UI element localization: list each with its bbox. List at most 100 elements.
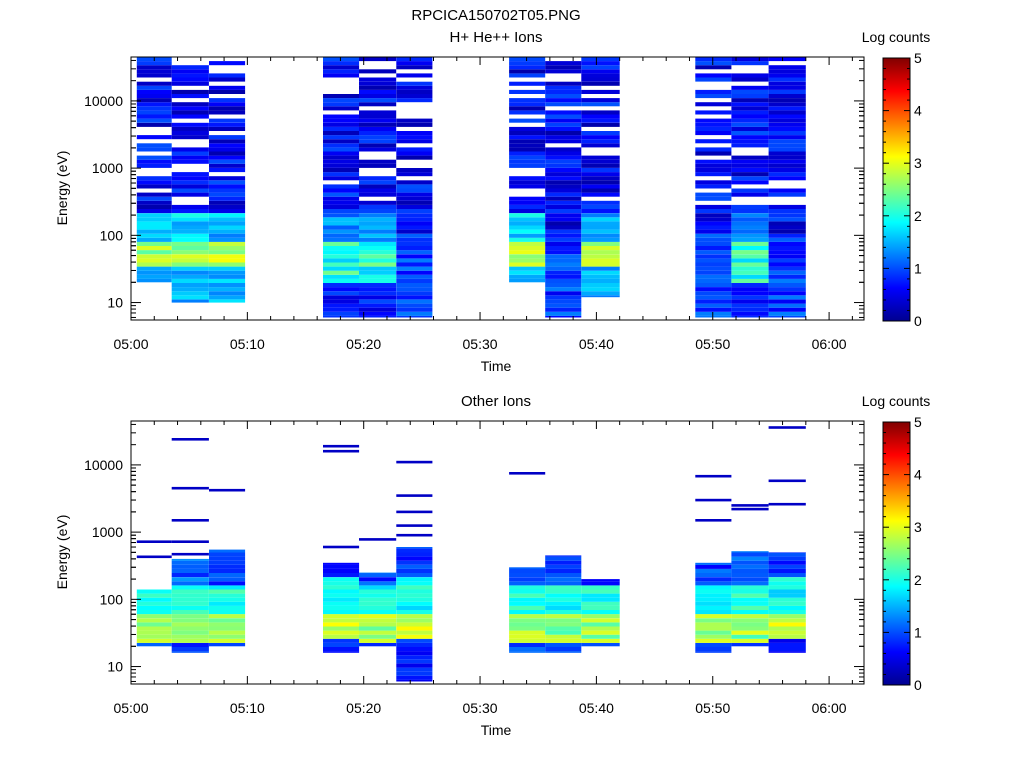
spectrogram-cell [695,291,732,296]
spectrogram-cell [581,110,620,115]
spectrogram-cell [323,188,360,193]
spectrogram-cell [396,250,433,255]
spectrogram-cell [209,213,246,218]
spectrogram-cell [136,593,172,598]
spectrogram-cell [359,147,397,152]
spectrogram-cell [359,176,397,181]
spectrogram-cell [171,614,209,619]
spectrogram-cell [136,176,172,181]
spectrogram-cell [323,585,360,590]
spectrogram-cell [396,200,433,205]
spectrogram-cell [396,593,433,598]
spectrogram-cell [509,237,546,242]
x-tick-label: 05:40 [579,700,614,716]
spectrogram-cell [136,94,172,99]
spectrogram-cell [359,597,397,602]
spectrogram-cell [136,630,172,635]
spectrogram-cell [359,283,397,288]
spectrogram-cell [509,118,546,123]
spectrogram-cell [731,61,769,66]
spectrogram-cell [731,626,769,631]
spectrogram-cell [509,184,546,189]
spectrogram-cell [731,213,769,218]
spectrogram-cell [396,299,433,304]
spectrogram-cell [171,114,209,119]
spectrogram-cell [136,192,172,197]
spectrogram-cell [136,196,172,201]
spectrogram-cell [545,209,582,214]
spectrogram-cell [695,237,732,242]
spectrogram-cell [396,217,433,222]
spectrogram-cell [171,560,209,565]
spectrogram-cell [545,634,582,639]
spectrogram-cell [731,560,769,565]
spectrogram-cell [323,593,360,598]
spectrogram-cell [359,246,397,251]
spectrogram-cell [695,274,732,279]
spectrogram-cell [581,118,620,123]
spectrogram-cell [581,593,620,598]
spectrogram-cell [509,143,546,148]
spectrogram-cell [359,217,397,222]
spectrogram-cell [545,291,582,296]
spectrogram-cell [731,295,769,300]
spectrogram-cell [695,246,732,251]
spectrogram-cell [396,667,433,672]
spectrogram-cell [209,564,246,569]
spectrogram-cell [509,254,546,259]
spectrogram-cell [545,85,582,90]
spectrogram-cell [768,221,806,226]
spectrogram-cell [731,593,769,598]
spectrogram-cell [509,246,546,251]
spectrogram-cell [545,163,582,168]
spectrogram-cell [396,634,433,639]
spectrogram-cell [731,315,769,318]
spectrogram-cell [171,274,209,279]
spectrogram-cell [359,241,397,246]
spectrogram-cell [581,638,620,643]
spectrogram-cell [545,581,582,586]
spectrogram-cell [136,626,172,631]
spectrogram-cell [323,283,360,288]
spectrogram-cell [359,200,397,205]
spectrogram-cell [359,139,397,144]
spectrogram-cell [768,254,806,259]
spectrogram-cell [209,585,246,590]
spectrogram-cell [695,139,732,144]
spectrogram-cell [136,217,172,222]
spectrogram-cell [359,626,397,631]
spectrogram-cell [209,77,246,82]
spectrogram-cell [323,618,360,623]
spectrogram-cell [323,118,360,123]
spectrogram-cell [731,73,769,78]
spectrogram-cell [136,233,172,238]
spectrogram-cell [768,556,806,561]
spectrogram-cell [171,184,209,189]
spectrogram-cell [136,213,172,218]
spectrogram-cell [323,266,360,271]
spectrogram-cell [509,573,546,578]
spectrogram-cell [545,630,582,635]
spectrogram-cell [695,287,732,292]
spectrogram-cell [396,94,433,99]
spectrogram-cell [171,233,209,238]
spectrogram-cell [768,118,806,123]
spectrogram-cell [323,217,360,222]
spectrogram-cell [731,229,769,234]
spectrogram-cell [396,274,433,279]
spectrogram-cell [396,65,433,70]
spectrogram-cell [396,556,433,561]
spectrogram-cell [323,597,360,602]
spectrogram-cell [695,568,732,573]
spectrogram-cell [731,106,769,111]
spectrogram-cell [171,126,209,131]
spectrogram-cell [209,168,246,173]
spectrogram-cell [171,151,209,156]
spectrogram-cell [509,270,546,275]
spectrogram-cell [209,556,246,561]
spectrogram-cell [581,250,620,255]
spectrogram-cell [768,192,806,197]
spectrogram-cell [695,626,732,631]
spectrogram-cell [136,209,172,214]
